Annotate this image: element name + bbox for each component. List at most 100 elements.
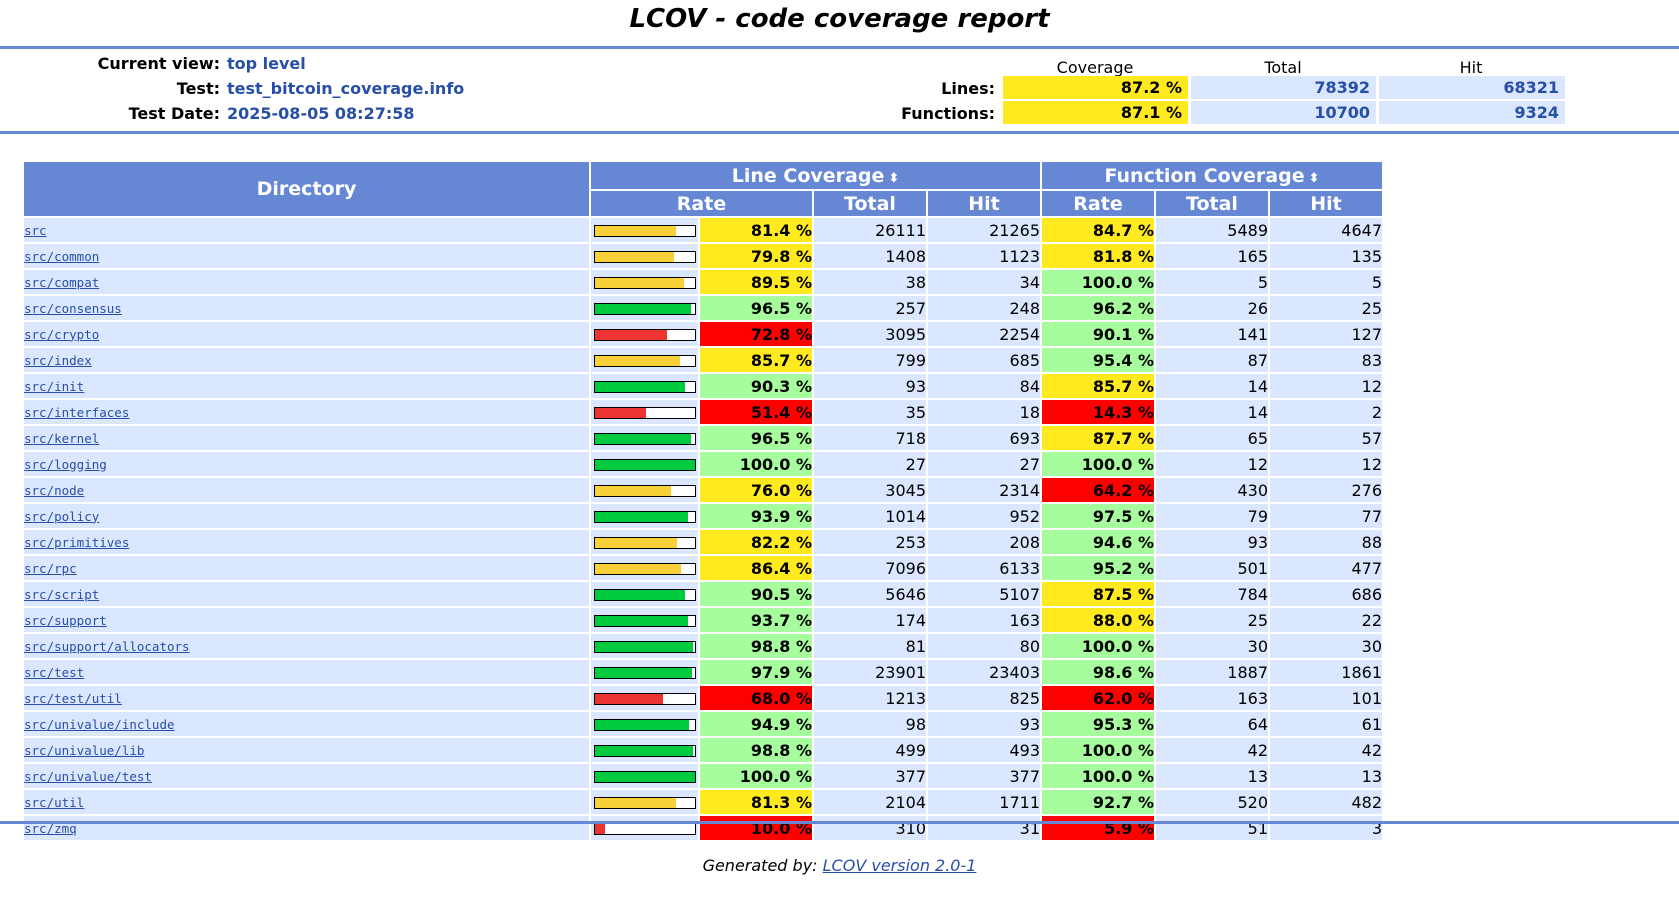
directory-link[interactable]: src/index [24,352,92,368]
line-rate-cell: 90.5 % [700,582,812,606]
line-total-cell: 174 [814,608,926,632]
function-total-cell: 141 [1156,322,1268,346]
function-rate-cell: 95.4 % [1042,348,1154,372]
line-coverage-bar-fill [594,304,691,314]
summary-lines-label: Lines: [941,79,995,98]
table-row: src/compat 89.5 % 38 34 100.0 % 5 5 [24,270,1382,294]
function-rate-cell: 94.6 % [1042,530,1154,554]
function-total-cell: 430 [1156,478,1268,502]
directory-link[interactable]: src/interfaces [24,404,130,420]
table-row: src/univalue/lib 98.8 % 499 493 100.0 % 42 42 [24,738,1382,762]
function-total-cell: 51 [1156,816,1268,840]
line-total-cell: 499 [814,738,926,762]
line-hit-cell: 93 [928,712,1040,736]
line-rate-cell: 72.8 % [700,322,812,346]
line-coverage-bar-cell [591,348,698,372]
test-value: test_bitcoin_coverage.info [227,79,465,98]
directory-link[interactable]: src/test/util [24,690,122,706]
line-coverage-bar-cell [591,634,698,658]
line-coverage-bar [593,485,696,497]
line-coverage-bar [593,771,696,783]
table-row: src/kernel 96.5 % 718 693 87.7 % 65 57 [24,426,1382,450]
sort-icon[interactable]: ⬍ [1308,170,1320,186]
directory-link[interactable]: src/node [24,482,85,498]
lcov-version-link[interactable]: LCOV version 2.0-1 [822,856,977,875]
line-hit-cell: 27 [928,452,1040,476]
line-rate-cell: 86.4 % [700,556,812,580]
line-coverage-bar-fill [594,642,694,652]
directory-link[interactable]: src [24,222,47,238]
directory-link[interactable]: src/univalue/lib [24,742,145,758]
line-coverage-bar-fill [594,720,690,730]
directory-link[interactable]: src/test [24,664,85,680]
line-coverage-bar [593,459,696,471]
directory-link[interactable]: src/init [24,378,85,394]
directory-cell: src/univalue/test [24,764,589,788]
line-hit-cell: 163 [928,608,1040,632]
directory-link[interactable]: src/policy [24,508,100,524]
directory-link[interactable]: src/primitives [24,534,130,550]
directory-link[interactable]: src/kernel [24,430,100,446]
directory-link[interactable]: src/common [24,248,100,264]
function-total-cell: 163 [1156,686,1268,710]
directory-link[interactable]: src/consensus [24,300,122,316]
table-row: src/consensus 96.5 % 257 248 96.2 % 26 25 [24,296,1382,320]
line-coverage-bar-fill [594,486,671,496]
directory-cell: src/primitives [24,530,589,554]
directory-cell: src/script [24,582,589,606]
line-rate-cell: 90.3 % [700,374,812,398]
header-rule-top [0,46,1679,49]
directory-link[interactable]: src/univalue/test [24,768,152,784]
function-total-header: Total [1156,191,1268,216]
directory-link[interactable]: src/logging [24,456,107,472]
line-hit-cell: 23403 [928,660,1040,684]
directory-link[interactable]: src/support/allocators [24,638,190,654]
line-coverage-bar-cell [591,556,698,580]
function-total-cell: 30 [1156,634,1268,658]
line-total-cell: 1014 [814,504,926,528]
line-total-cell: 23901 [814,660,926,684]
function-total-cell: 87 [1156,348,1268,372]
summary-lines-total: 78392 [1191,76,1376,99]
directory-cell: src/index [24,348,589,372]
summary-hit-header: Hit [1459,58,1483,77]
function-hit-cell: 3 [1270,816,1382,840]
directory-link[interactable]: src/util [24,794,85,810]
line-total-cell: 1213 [814,686,926,710]
table-row: src/univalue/include 94.9 % 98 93 95.3 % 64 61 [24,712,1382,736]
directory-link[interactable]: src/crypto [24,326,100,342]
function-total-cell: 165 [1156,244,1268,268]
function-hit-cell: 22 [1270,608,1382,632]
sort-icon[interactable]: ⬍ [888,170,900,186]
table-row: src/rpc 86.4 % 7096 6133 95.2 % 501 477 [24,556,1382,580]
line-rate-cell: 81.4 % [700,218,812,242]
line-coverage-header[interactable]: Line Coverage ⬍ [591,162,1040,190]
line-coverage-bar-fill [594,382,685,392]
directory-link[interactable]: src/support [24,612,107,628]
summary-coverage-header: Coverage [1056,58,1134,77]
line-coverage-bar [593,719,696,731]
function-rate-cell: 100.0 % [1042,634,1154,658]
line-coverage-bar-cell [591,660,698,684]
directory-link[interactable]: src/univalue/include [24,716,175,732]
line-coverage-bar-fill [594,408,646,418]
function-total-cell: 14 [1156,400,1268,424]
line-rate-cell: 97.9 % [700,660,812,684]
function-coverage-header[interactable]: Function Coverage ⬍ [1042,162,1382,190]
test-date-value: 2025-08-05 08:27:58 [227,104,415,123]
directory-link[interactable]: src/rpc [24,560,77,576]
line-coverage-bar-fill [594,590,685,600]
directory-cell: src/rpc [24,556,589,580]
directory-link[interactable]: src/script [24,586,100,602]
table-row: src/primitives 82.2 % 253 208 94.6 % 93 88 [24,530,1382,554]
directory-link[interactable]: src/compat [24,274,100,290]
function-rate-cell: 100.0 % [1042,452,1154,476]
directory-link[interactable]: src/zmq [24,820,77,836]
line-coverage-bar [593,641,696,653]
line-coverage-bar [593,433,696,445]
line-hit-cell: 248 [928,296,1040,320]
line-coverage-bar-fill [594,252,675,262]
line-coverage-bar [593,511,696,523]
function-rate-cell: 84.7 % [1042,218,1154,242]
line-hit-cell: 493 [928,738,1040,762]
